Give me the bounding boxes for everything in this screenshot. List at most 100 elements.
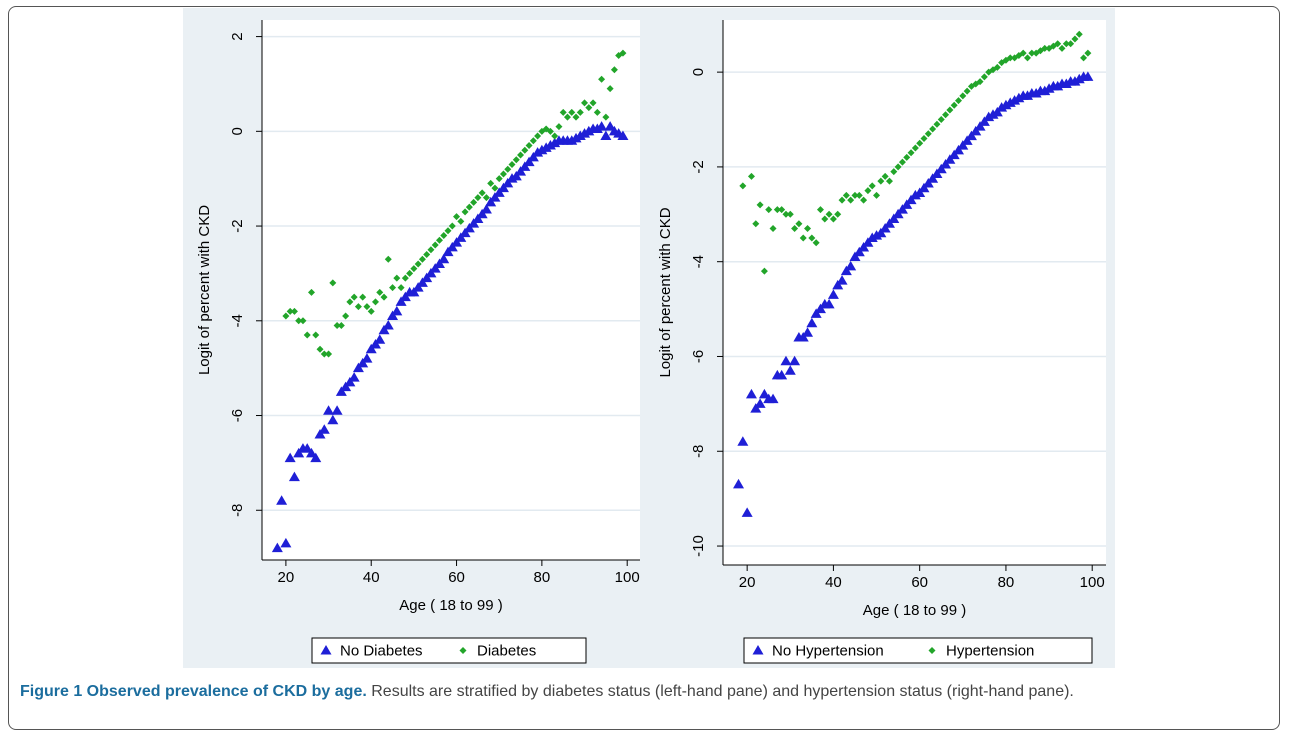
data-point bbox=[551, 132, 559, 140]
data-point bbox=[929, 125, 937, 133]
data-point bbox=[397, 284, 405, 292]
data-point bbox=[769, 225, 777, 233]
y-tick-label: -8 bbox=[229, 504, 246, 517]
plot-area bbox=[262, 20, 640, 560]
data-point bbox=[782, 210, 790, 218]
data-point bbox=[765, 206, 773, 214]
data-point bbox=[508, 160, 516, 168]
data-point bbox=[737, 436, 749, 446]
data-point bbox=[942, 111, 950, 119]
data-point bbox=[361, 353, 373, 363]
y-tick-label: -4 bbox=[229, 314, 246, 327]
data-point bbox=[842, 191, 850, 199]
data-point bbox=[290, 307, 298, 315]
legend-marker bbox=[752, 645, 764, 655]
data-point bbox=[778, 206, 786, 214]
data-point bbox=[812, 239, 820, 247]
data-point bbox=[1019, 49, 1027, 57]
data-point bbox=[1041, 44, 1049, 52]
legend-marker bbox=[928, 647, 936, 654]
data-point bbox=[598, 75, 606, 83]
data-point bbox=[474, 194, 482, 202]
y-tick-label: -8 bbox=[690, 445, 707, 458]
data-point bbox=[802, 327, 814, 337]
data-point bbox=[864, 187, 872, 195]
data-point bbox=[873, 191, 881, 199]
data-point bbox=[465, 203, 473, 211]
data-point bbox=[741, 507, 753, 517]
data-point bbox=[316, 345, 324, 353]
data-point bbox=[885, 177, 893, 185]
data-point bbox=[610, 66, 618, 74]
data-point bbox=[894, 163, 902, 171]
data-point bbox=[937, 116, 945, 124]
x-tick-label: 80 bbox=[534, 569, 551, 586]
data-point bbox=[320, 350, 328, 358]
data-point bbox=[1058, 44, 1066, 52]
data-point bbox=[877, 177, 885, 185]
data-point bbox=[282, 312, 290, 320]
data-point bbox=[271, 542, 283, 553]
y-tick-label: 0 bbox=[690, 68, 707, 76]
data-point bbox=[816, 206, 824, 214]
data-point bbox=[487, 179, 495, 187]
x-axis-title: Age ( 18 to 99 ) bbox=[399, 597, 502, 614]
y-tick-label: 2 bbox=[229, 32, 246, 40]
data-point bbox=[301, 443, 313, 453]
legend-box bbox=[743, 637, 1093, 664]
data-point bbox=[827, 289, 839, 299]
data-point bbox=[933, 120, 941, 128]
legend-marker bbox=[320, 645, 332, 655]
data-point bbox=[480, 203, 492, 214]
data-point bbox=[438, 253, 450, 264]
data-point bbox=[305, 447, 317, 458]
data-point bbox=[346, 298, 354, 306]
data-point bbox=[1062, 40, 1070, 48]
data-point bbox=[359, 293, 367, 301]
data-point bbox=[288, 471, 300, 482]
data-point bbox=[512, 156, 520, 164]
data-point bbox=[1075, 30, 1083, 38]
data-point bbox=[773, 206, 781, 214]
data-point bbox=[959, 92, 967, 100]
data-point bbox=[924, 130, 932, 138]
data-point bbox=[418, 255, 426, 263]
data-point bbox=[478, 189, 486, 197]
data-point bbox=[898, 158, 906, 166]
data-point bbox=[323, 405, 335, 415]
data-point bbox=[342, 312, 350, 320]
data-point bbox=[389, 284, 397, 292]
data-point bbox=[363, 303, 371, 311]
x-tick-label: 80 bbox=[998, 574, 1015, 591]
x-tick-label: 40 bbox=[363, 569, 380, 586]
data-point bbox=[980, 73, 988, 81]
data-point bbox=[585, 104, 593, 112]
data-point bbox=[517, 151, 525, 159]
data-point bbox=[380, 293, 388, 301]
data-point bbox=[1028, 49, 1036, 57]
data-point bbox=[406, 269, 414, 277]
data-point bbox=[295, 317, 303, 325]
data-point bbox=[431, 241, 439, 249]
data-point bbox=[911, 144, 919, 152]
data-point bbox=[318, 424, 330, 434]
data-point bbox=[371, 298, 379, 306]
data-point bbox=[414, 260, 422, 268]
data-point bbox=[427, 246, 435, 254]
x-tick-label: 60 bbox=[448, 569, 465, 586]
data-point bbox=[776, 369, 788, 380]
data-point bbox=[576, 108, 584, 116]
data-point bbox=[993, 63, 1001, 71]
data-point bbox=[374, 334, 386, 344]
data-point bbox=[299, 317, 307, 325]
y-tick-label: -2 bbox=[690, 160, 707, 173]
data-point bbox=[470, 198, 478, 206]
data-point bbox=[907, 149, 915, 157]
figure-frame bbox=[8, 6, 1280, 730]
legend-label: No Diabetes bbox=[340, 642, 423, 659]
legend-label: Diabetes bbox=[477, 642, 536, 659]
plot-area bbox=[723, 20, 1106, 565]
data-point bbox=[855, 191, 863, 199]
data-point bbox=[600, 130, 612, 141]
data-point bbox=[903, 153, 911, 161]
